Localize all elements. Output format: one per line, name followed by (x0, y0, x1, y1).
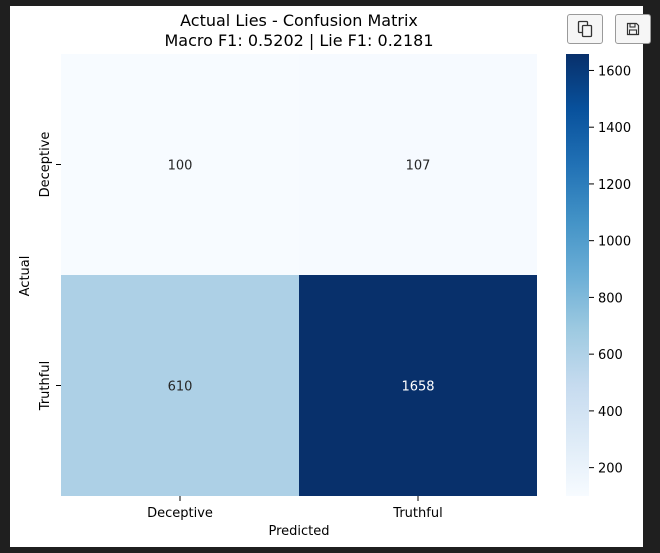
y-axis-label: Actual (18, 256, 33, 297)
colorbar-tick-label: 1000 (598, 235, 631, 250)
x-axis-label: Predicted (268, 524, 329, 539)
heatmap-cell (61, 54, 299, 275)
cell-value-label: 610 (168, 380, 193, 395)
y-tick-label: Truthful (38, 361, 53, 411)
copy-button[interactable] (567, 14, 603, 44)
colorbar-tick-label: 200 (598, 462, 623, 477)
x-tick-label: Truthful (392, 506, 442, 521)
x-tick-label: Deceptive (147, 506, 213, 521)
heatmap-cell (299, 275, 537, 496)
cell-value-label: 100 (168, 159, 193, 174)
y-tick-label: Deceptive (38, 132, 53, 198)
save-icon (626, 22, 640, 36)
heatmap-cell (299, 54, 537, 275)
colorbar (566, 54, 589, 496)
colorbar-tick-label: 1400 (598, 121, 631, 136)
y-axis-ticks: Deceptive Truthful (38, 132, 61, 411)
heatmap-cell-labels: 100 107 610 1658 (168, 159, 435, 395)
colorbar-tick-label: 1600 (598, 64, 631, 79)
heatmap-cell (61, 275, 299, 496)
colorbar-tick-label: 600 (598, 348, 623, 363)
x-axis-ticks: Deceptive Truthful (147, 496, 443, 521)
copy-icon (577, 20, 593, 38)
chart-subtitle: Macro F1: 0.5202 | Lie F1: 0.2181 (164, 31, 433, 50)
colorbar-ticks: 200 400 600 800 1000 1200 1400 1600 (589, 64, 631, 477)
colorbar-tick-label: 800 (598, 291, 623, 306)
save-button[interactable] (615, 14, 651, 44)
cell-value-label: 107 (406, 159, 431, 174)
colorbar-tick-label: 1200 (598, 178, 631, 193)
chart-title: Actual Lies - Confusion Matrix (180, 11, 418, 30)
colorbar-tick-label: 400 (598, 405, 623, 420)
cell-value-label: 1658 (401, 380, 434, 395)
figure-toolbar (567, 14, 651, 44)
heatmap-cells (61, 54, 537, 496)
